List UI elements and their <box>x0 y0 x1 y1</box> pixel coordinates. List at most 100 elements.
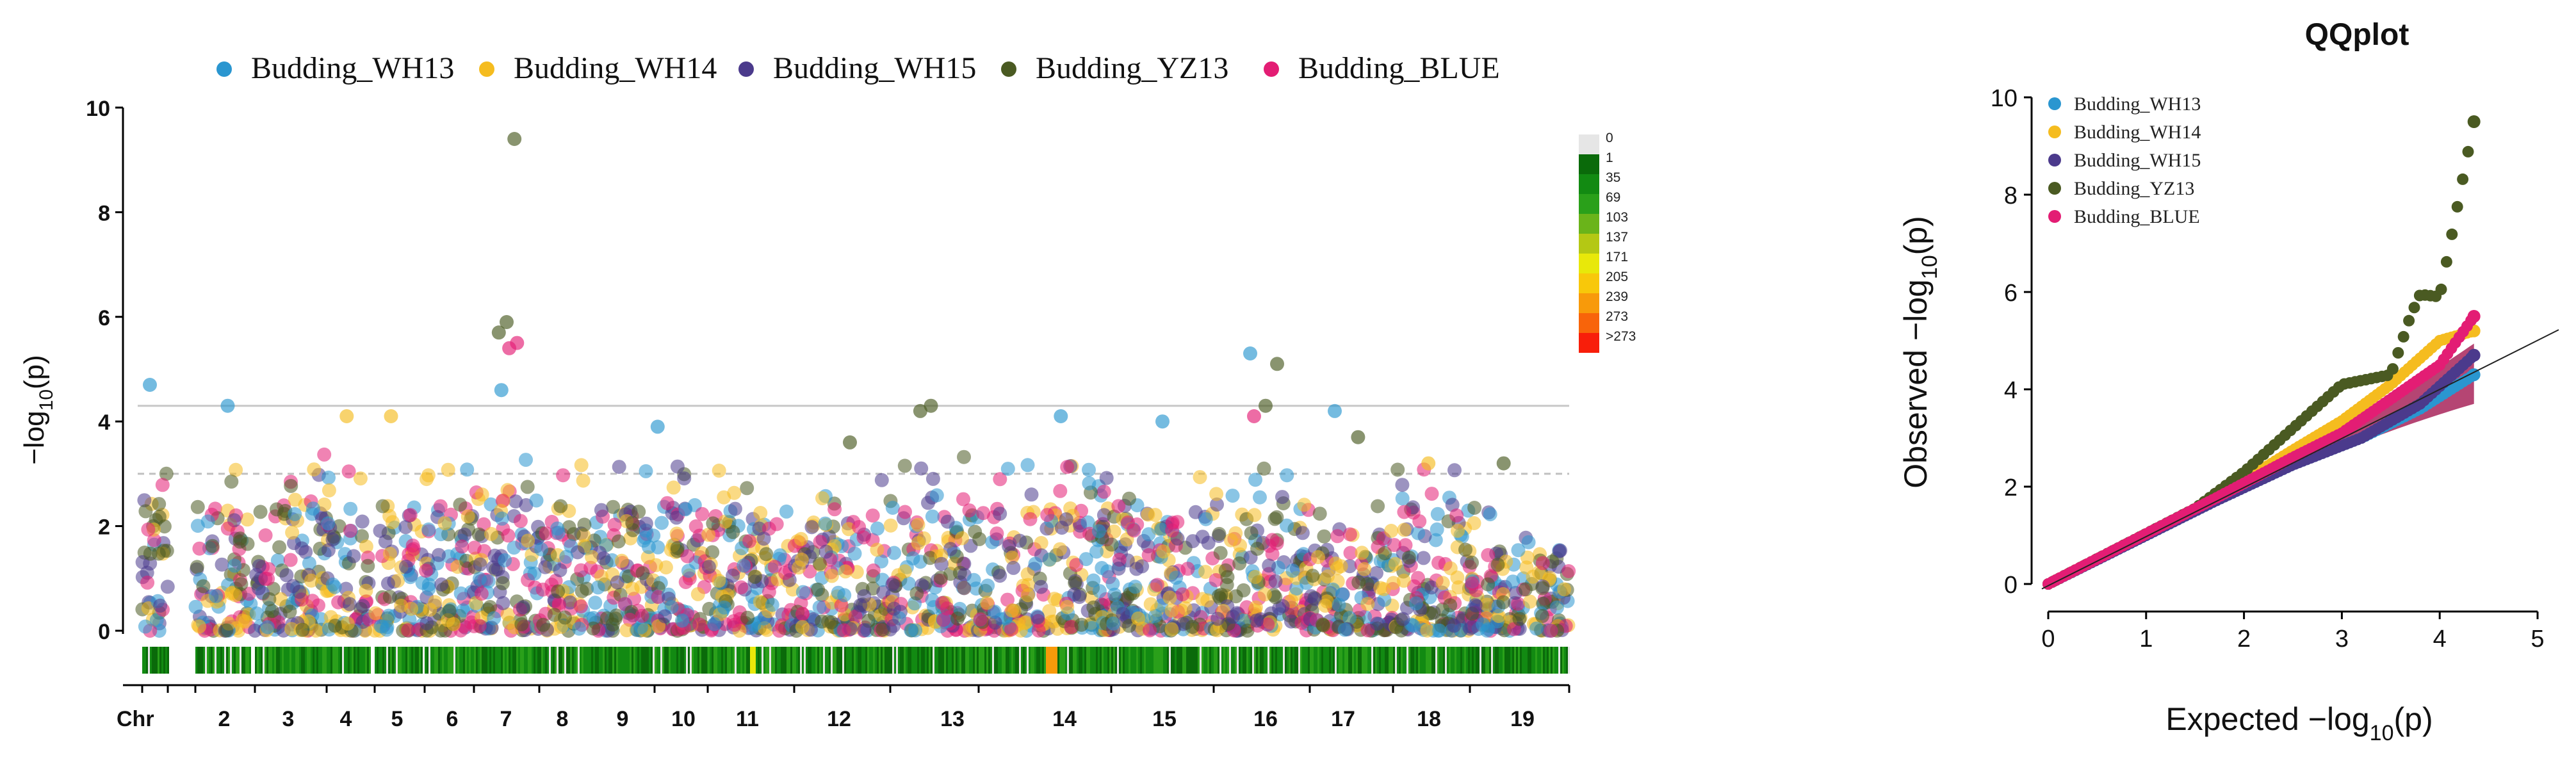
density-cell <box>1227 647 1229 674</box>
manhattan-point <box>1451 580 1466 595</box>
manhattan-point <box>385 515 400 530</box>
density-cell <box>744 647 746 674</box>
density-cell <box>977 647 979 674</box>
manhattan-point <box>1096 484 1111 499</box>
density-cell <box>1219 647 1221 674</box>
legend-marker <box>738 61 754 77</box>
density-legend-swatch <box>1579 194 1599 214</box>
manhattan-point <box>570 545 585 560</box>
density-cell <box>952 647 954 674</box>
density-cell <box>216 647 218 674</box>
manhattan-point <box>309 623 323 638</box>
density-cell <box>1082 647 1084 674</box>
density-cell <box>297 647 299 674</box>
manhattan-point <box>1431 555 1446 570</box>
manhattan-point <box>1355 546 1369 560</box>
density-cell <box>883 647 884 674</box>
density-cell <box>220 647 222 674</box>
manhattan-point <box>1465 555 1479 570</box>
density-cell <box>800 647 802 674</box>
density-cell <box>1308 647 1310 674</box>
manhattan-point <box>1042 552 1057 567</box>
manhattan-point <box>1360 597 1375 612</box>
qq-legend-item: Budding_WH13 <box>2048 93 2201 115</box>
manhattan-point <box>701 560 716 574</box>
manhattan-point <box>633 620 648 635</box>
density-cell <box>249 647 251 674</box>
manhattan-point <box>1100 564 1115 579</box>
density-cell <box>324 647 326 674</box>
manhattan-point <box>678 575 693 589</box>
manhattan-point <box>1141 548 1156 562</box>
density-cell <box>1289 647 1291 674</box>
density-cell <box>1533 647 1535 674</box>
density-cell <box>369 647 371 674</box>
manhattan-top-hit <box>1351 430 1365 444</box>
manhattan-point <box>494 511 509 526</box>
manhattan-point <box>677 471 692 486</box>
density-cell <box>750 647 752 674</box>
density-cell <box>1241 647 1243 674</box>
density-cell <box>817 647 819 674</box>
manhattan-point <box>501 528 516 543</box>
manhattan-point <box>635 608 649 623</box>
manhattan-point <box>765 597 779 612</box>
density-cell <box>605 647 607 674</box>
manhattan-point <box>1552 544 1567 558</box>
density-cell <box>959 647 961 674</box>
density-cell <box>1495 647 1497 674</box>
density-cell <box>313 647 314 674</box>
manhattan-point <box>610 575 624 590</box>
density-cell <box>1354 647 1356 674</box>
manhattan-point <box>484 497 498 512</box>
density-cell <box>836 647 838 674</box>
manhattan-point <box>925 509 940 524</box>
density-cell <box>900 647 902 674</box>
qq-y-tick-label: 2 <box>2004 474 2018 501</box>
manhattan-point <box>1060 599 1075 614</box>
density-cell <box>520 647 522 674</box>
density-cell <box>790 647 792 674</box>
qq-title: QQplot <box>2305 18 2409 52</box>
manhattan-point <box>1369 566 1383 580</box>
density-cell <box>455 647 457 674</box>
density-cell <box>840 647 842 674</box>
density-cell <box>146 647 148 674</box>
manhattan-point <box>655 515 669 530</box>
density-cell <box>568 647 570 674</box>
manhattan-point <box>1316 618 1331 633</box>
manhattan-point <box>1357 562 1372 576</box>
manhattan-point <box>536 617 551 632</box>
manhattan-point <box>1131 611 1146 626</box>
density-cell <box>660 647 662 674</box>
manhattan-point <box>586 611 601 625</box>
density-cell <box>616 647 618 674</box>
density-legend-swatch <box>1579 293 1599 313</box>
density-cell <box>268 647 270 674</box>
density-cell <box>1271 647 1273 674</box>
chromosome-label: 4 <box>340 707 352 731</box>
manhattan-point <box>1465 576 1480 591</box>
manhattan-point <box>660 496 674 510</box>
density-cell <box>802 647 804 674</box>
manhattan-point <box>1074 617 1089 632</box>
manhattan-point <box>467 540 482 555</box>
manhattan-point <box>988 615 1002 630</box>
density-cell <box>491 647 493 674</box>
density-cell <box>865 647 867 674</box>
manhattan-point <box>453 498 468 512</box>
manhattan-x-label: Chr <box>117 707 154 731</box>
density-cell <box>1244 647 1246 674</box>
density-cell <box>1027 647 1029 674</box>
manhattan-point <box>288 492 302 507</box>
density-cell <box>850 647 852 674</box>
density-cell <box>1437 647 1439 674</box>
manhattan-point <box>886 601 901 616</box>
density-cell <box>798 647 800 674</box>
density-cell <box>327 647 329 674</box>
manhattan-point <box>453 586 468 601</box>
manhattan-top-hit <box>500 315 514 329</box>
manhattan-point <box>885 577 900 592</box>
density-cell <box>535 647 537 674</box>
density-cell <box>1105 647 1107 674</box>
